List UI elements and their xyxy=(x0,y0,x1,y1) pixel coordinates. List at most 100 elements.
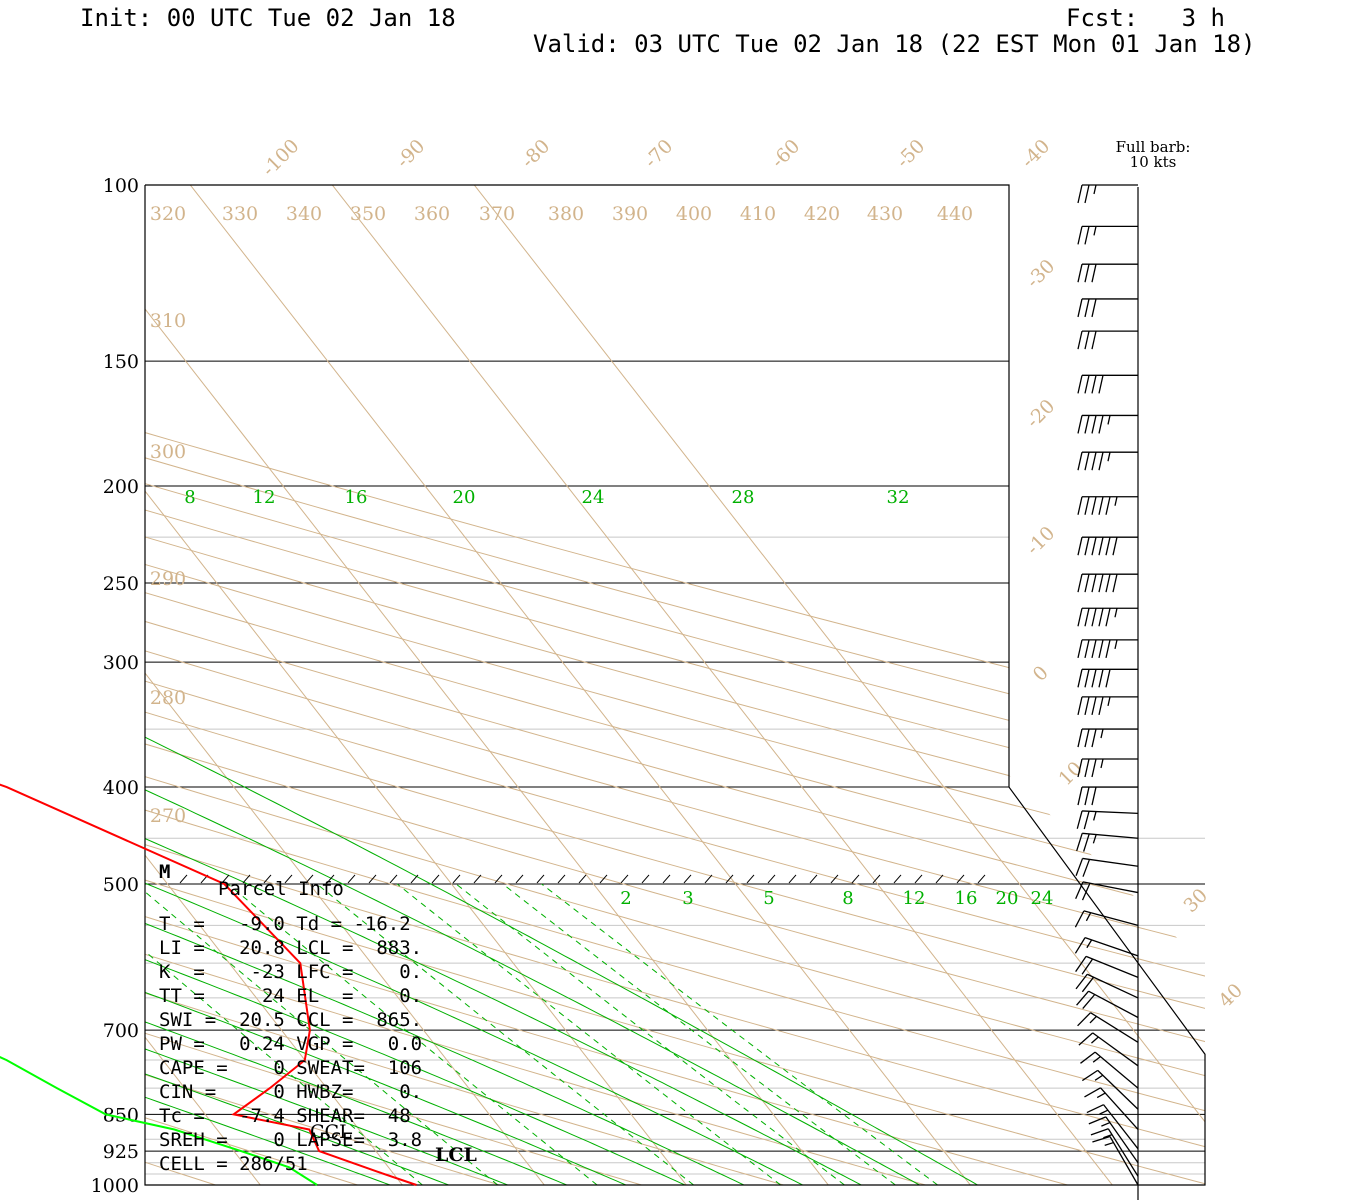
pressure-label: 150 xyxy=(103,351,139,373)
pressure-label: 700 xyxy=(103,1020,139,1042)
hash-mark xyxy=(872,874,881,884)
hash-mark xyxy=(725,874,734,884)
mixing-ratio-label: 5 xyxy=(763,888,774,909)
theta-label: 360 xyxy=(414,203,450,225)
wind-barb xyxy=(1077,496,1138,515)
theta-label: 400 xyxy=(676,203,712,225)
wind-barb xyxy=(1077,298,1138,318)
hash-mark xyxy=(641,874,650,884)
isotherm-label: -90 xyxy=(392,135,429,172)
pressure-label: 100 xyxy=(103,175,139,197)
wind-barb xyxy=(1077,184,1138,204)
isotherm-label: -50 xyxy=(892,135,929,172)
isotherm-label: -20 xyxy=(1022,395,1059,432)
isotherm-label: -40 xyxy=(1017,135,1054,172)
parcel-row: CELL = 286/51 xyxy=(159,1153,308,1175)
pressure-label: 1000 xyxy=(91,1175,139,1197)
moist-adiabat xyxy=(145,314,789,1185)
hash-mark xyxy=(662,874,671,884)
hash-mark xyxy=(767,874,776,884)
barb-legend-line2: 10 kts xyxy=(1130,153,1177,171)
theta-label: 350 xyxy=(350,203,386,225)
wind-barb xyxy=(1075,973,1139,999)
wind-barb xyxy=(1092,1135,1139,1186)
isotherm-label: 0 xyxy=(1029,662,1053,686)
parcel-row: K = -23 LFC = 0. xyxy=(159,961,422,983)
mixing-ratio-label: 12 xyxy=(903,888,926,909)
dry-adiabat xyxy=(145,205,1147,1185)
theta-label: 440 xyxy=(937,203,973,225)
pressure-label: 500 xyxy=(103,874,139,896)
dry-adiabat xyxy=(145,205,1205,1185)
pressure-label: 300 xyxy=(103,652,139,674)
dry-adiabat xyxy=(145,205,859,1185)
dry-adiabat xyxy=(145,205,1205,1185)
isotherm-line xyxy=(145,185,420,1185)
dry-adiabat xyxy=(145,205,571,1185)
moist-adiabat xyxy=(145,374,732,1185)
wind-barb xyxy=(1077,225,1138,245)
isotherms xyxy=(145,185,1205,1185)
moist-label: 20 xyxy=(453,487,476,508)
dry-adiabat xyxy=(145,205,1205,1185)
dry-adiabat xyxy=(145,205,1003,1185)
dewpoint-profile xyxy=(0,1055,318,1186)
hash-mark xyxy=(830,874,839,884)
wind-barb xyxy=(1076,810,1139,830)
hash-mark xyxy=(179,874,188,884)
theta-label: 410 xyxy=(740,203,776,225)
hash-mark xyxy=(347,874,356,884)
hash-mark xyxy=(620,874,629,884)
theta-label: 430 xyxy=(867,203,903,225)
wind-barb xyxy=(1077,573,1138,593)
hash-mark xyxy=(263,874,272,884)
forecast-hour: Fcst: 3 h xyxy=(1066,4,1225,32)
wind-barb xyxy=(1077,696,1138,716)
hash-mark xyxy=(746,874,755,884)
lcl-label: LCL xyxy=(435,1144,477,1166)
wind-barb xyxy=(1078,1032,1139,1067)
dry-adiabat xyxy=(145,205,1205,1185)
isotherm-label: -70 xyxy=(640,135,677,172)
parcel-row: T = -9.0 Td = -16.2 xyxy=(159,913,411,935)
isotherm-line xyxy=(145,185,562,1185)
parcel-row: CAPE = 0 SWEAT= 106 xyxy=(159,1057,422,1079)
hash-mark xyxy=(704,874,713,884)
parcel-row: TT = 24 EL = 0. xyxy=(159,985,422,1007)
moist-adiabat xyxy=(145,536,505,1185)
wind-barb xyxy=(1077,536,1138,556)
hash-mark xyxy=(284,874,293,884)
init-time: Init: 00 UTC Tue 02 Jan 18 xyxy=(80,4,456,32)
wind-barb xyxy=(1077,758,1138,778)
theta-label: 390 xyxy=(612,203,648,225)
moist-label: 32 xyxy=(887,487,910,508)
hash-mark xyxy=(956,874,965,884)
moist-label: 8 xyxy=(184,487,195,508)
parcel-row: CIN = 0 HWBZ= 0. xyxy=(159,1081,422,1103)
barb-legend: Full barb: 10 kts xyxy=(1116,138,1191,171)
moist-adiabat xyxy=(145,573,448,1185)
isotherm-line xyxy=(154,185,988,1185)
pressure-label: 250 xyxy=(103,573,139,595)
moist-adiabat xyxy=(145,463,618,1185)
hash-mark xyxy=(305,874,314,884)
mixing-ratio-label: 24 xyxy=(1031,888,1054,909)
dry-adiabat xyxy=(145,205,715,1185)
hash-mark xyxy=(221,874,230,884)
sounding-series xyxy=(0,783,417,1186)
hash-mark xyxy=(935,874,944,884)
hash-mark xyxy=(431,874,440,884)
wind-barb xyxy=(1077,1012,1139,1043)
wind-barb xyxy=(1074,937,1139,957)
isotherm-label: -80 xyxy=(517,135,554,172)
wind-barb xyxy=(1076,990,1139,1019)
moist-label: 24 xyxy=(582,487,605,508)
parcel-row: SWI = 20.5 CCL = 865. xyxy=(159,1009,422,1031)
wind-barb xyxy=(1076,832,1139,852)
wind-barb xyxy=(1077,451,1138,471)
mixing-ratio-line xyxy=(316,883,694,1185)
hash-mark xyxy=(494,874,503,884)
isotherm-label: -100 xyxy=(258,135,304,181)
wind-barb xyxy=(1090,1128,1139,1177)
